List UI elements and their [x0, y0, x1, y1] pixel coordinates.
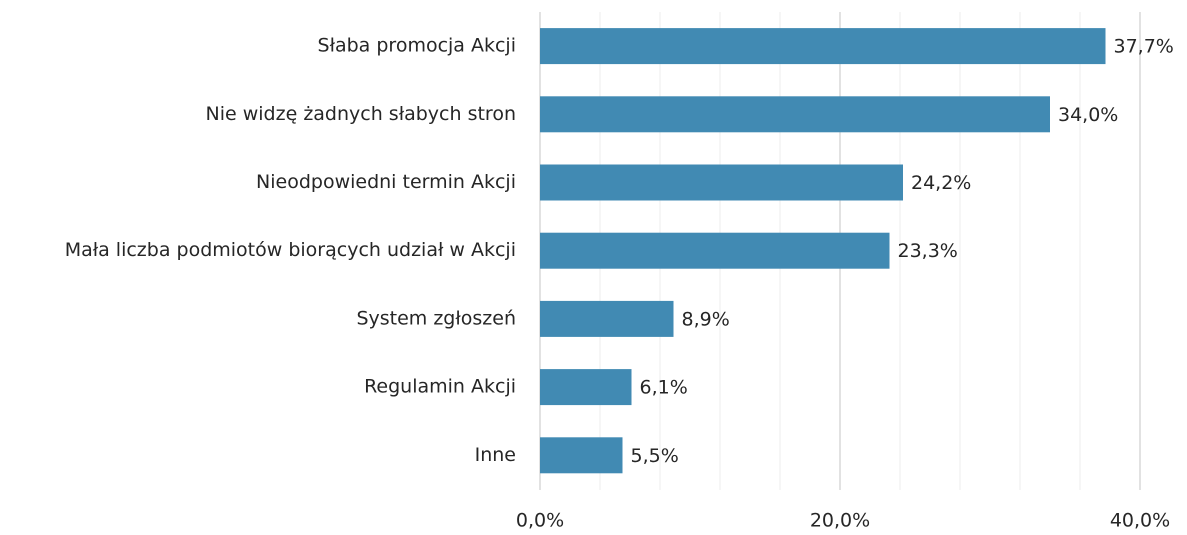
value-label: 24,2%	[911, 172, 971, 194]
value-label: 34,0%	[1058, 104, 1118, 126]
bar	[540, 28, 1106, 65]
x-tick-label: 20,0%	[810, 510, 870, 532]
value-label: 8,9%	[682, 308, 730, 330]
bar	[540, 300, 674, 337]
bar	[540, 96, 1050, 133]
y-tick-label: Inne	[475, 444, 516, 466]
y-tick-label: Mała liczba podmiotów biorących udział w…	[65, 239, 516, 261]
bar	[540, 164, 903, 201]
y-tick-label: Nieodpowiedni termin Akcji	[256, 171, 516, 193]
bar	[540, 369, 632, 406]
bar	[540, 232, 890, 269]
value-label: 6,1%	[640, 377, 688, 399]
bar	[540, 437, 623, 474]
y-tick-label: Słaba promocja Akcji	[318, 35, 516, 57]
y-tick-label: Regulamin Akcji	[364, 376, 516, 398]
value-label: 37,7%	[1114, 36, 1174, 58]
y-tick-label: System zgłoszeń	[356, 307, 516, 329]
value-label: 5,5%	[631, 445, 679, 467]
x-tick-label: 40,0%	[1110, 510, 1170, 532]
x-tick-label: 0,0%	[516, 510, 564, 532]
value-label: 23,3%	[898, 240, 958, 262]
y-tick-label: Nie widzę żadnych słabych stron	[206, 103, 516, 125]
